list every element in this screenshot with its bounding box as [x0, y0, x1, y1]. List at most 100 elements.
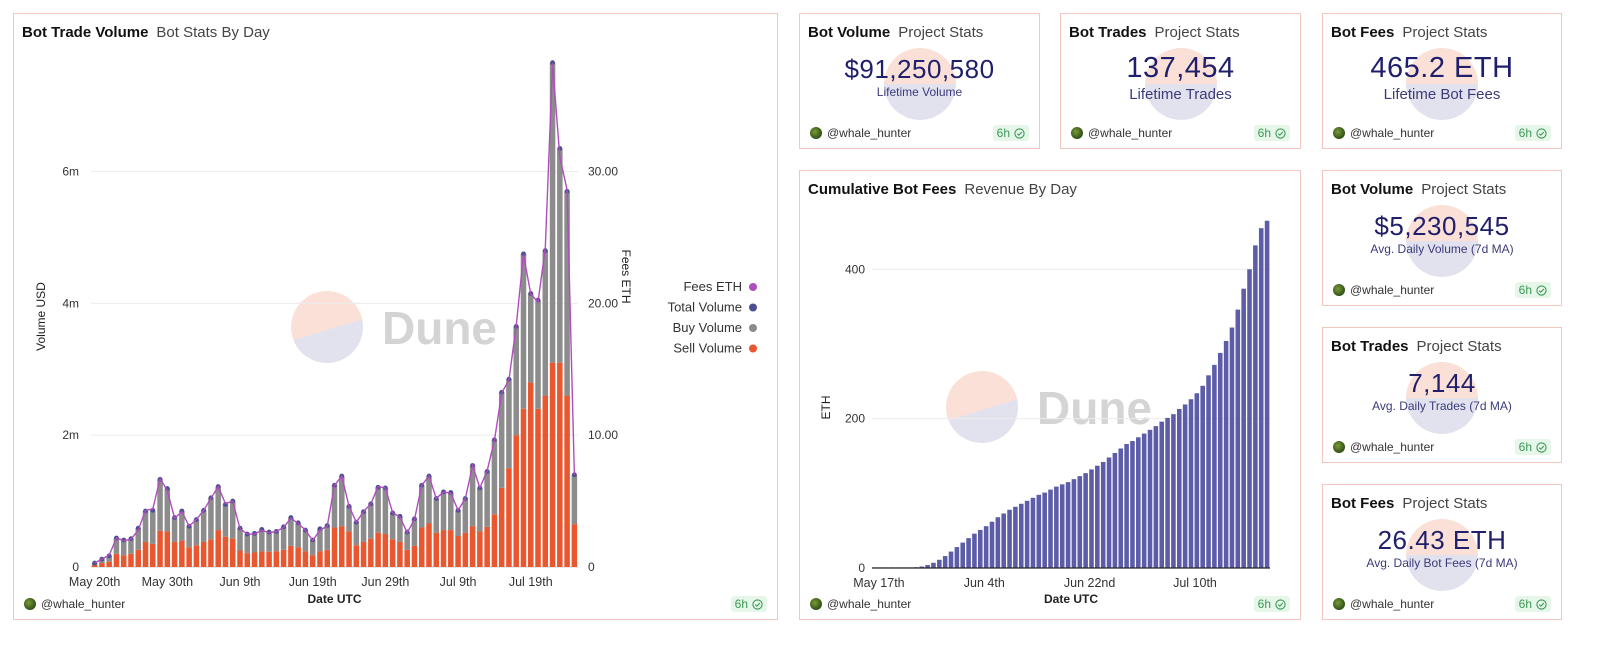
author[interactable]: @whale_hunter: [24, 597, 125, 611]
counter: $91,250,580 Lifetime Volume: [800, 44, 1039, 124]
sell-volume-bar: [273, 551, 280, 567]
cumulative-fee-bar: [1206, 375, 1211, 568]
x-tick-label: Jun 4th: [964, 576, 1005, 590]
panel-title: Cumulative Bot Fees: [808, 181, 957, 198]
freshness-badge: 6h: [1514, 125, 1551, 141]
x-tick-label: Jul 10th: [1173, 576, 1217, 590]
author[interactable]: @whale_hunter: [810, 597, 911, 611]
author[interactable]: @whale_hunter: [1333, 597, 1434, 611]
cumulative-fee-bar: [1165, 417, 1170, 568]
avatar: [1333, 441, 1345, 453]
y2-axis-label: Fees ETH: [619, 249, 633, 303]
panel-subtitle: Bot Stats By Day: [156, 24, 270, 41]
sell-volume-bar: [498, 487, 505, 567]
avatar: [810, 598, 822, 610]
cumulative-fee-bar: [1124, 444, 1129, 568]
sell-volume-bar: [200, 541, 207, 567]
sell-volume-bar: [389, 539, 396, 567]
cumulative-fee-bar: [1253, 245, 1258, 568]
cumulative-fee-bar: [1013, 506, 1018, 568]
panel-title: Bot Fees: [1331, 24, 1395, 41]
sell-volume-bar: [288, 545, 294, 567]
buy-volume-bar: [484, 471, 490, 527]
author[interactable]: @whale_hunter: [1333, 126, 1434, 140]
buy-volume-bar: [273, 531, 280, 552]
cumulative-fee-bar: [1007, 509, 1012, 568]
sell-volume-bar: [128, 553, 134, 567]
sell-volume-bar: [469, 526, 476, 567]
cumulative-bot-fees-panel: Cumulative Bot Fees Revenue By Day Dune 0…: [799, 170, 1301, 620]
panel-header: Bot Trades Project Stats: [1069, 24, 1240, 41]
freshness-label: 6h: [734, 597, 748, 611]
sell-volume-bar: [564, 395, 570, 567]
buy-volume-bar: [549, 62, 556, 363]
author[interactable]: @whale_hunter: [810, 126, 911, 140]
y2-tick-label: 10.00: [588, 428, 618, 442]
buy-volume-bar: [237, 528, 243, 551]
counter-value: 137,454: [1126, 52, 1235, 84]
cumulative-fee-bar: [1100, 461, 1106, 568]
sell-volume-bar: [120, 555, 127, 567]
buy-volume-bar: [193, 519, 200, 546]
sell-volume-bar: [527, 382, 534, 567]
counter-value: 7,144: [1408, 368, 1476, 398]
buy-volume-bar: [266, 532, 272, 552]
panel-header: Bot Fees Project Stats: [1331, 24, 1487, 41]
counter: 465.2 ETH Lifetime Bot Fees: [1323, 44, 1561, 124]
buy-volume-bar: [462, 498, 469, 533]
panel-title: Bot Trades: [1331, 338, 1409, 355]
author[interactable]: @whale_hunter: [1333, 440, 1434, 454]
x-tick-label: Jun 29th: [361, 575, 409, 589]
cumulative-fee-bar: [1136, 437, 1141, 568]
buy-volume-bar: [513, 326, 519, 436]
cumulative-fee-bar: [983, 526, 989, 568]
panel-title: Bot Volume: [1331, 181, 1414, 198]
sell-volume-bar: [142, 541, 149, 567]
sell-volume-bar: [106, 561, 112, 567]
buy-volume-bar: [200, 510, 207, 542]
buy-volume-bar: [404, 532, 410, 550]
cumulative-fee-bar: [1024, 500, 1030, 568]
author-name: @whale_hunter: [1350, 597, 1435, 611]
panel-subtitle: Project Stats: [1421, 181, 1507, 198]
legend-swatch: [749, 344, 757, 353]
buy-volume-bar: [368, 503, 374, 539]
buy-volume-bar: [527, 293, 534, 383]
freshness-badge: 6h: [1253, 125, 1290, 141]
author[interactable]: @whale_hunter: [1333, 283, 1434, 297]
counter-lifetime-fees: Bot Fees Project Stats 465.2 ETH Lifetime…: [1322, 13, 1562, 149]
buy-volume-bar: [491, 439, 498, 515]
sell-volume-bar: [157, 530, 163, 567]
buy-volume-bar: [360, 511, 367, 542]
buy-volume-bar: [440, 491, 447, 531]
panel-title: Bot Trade Volume: [22, 24, 149, 41]
freshness-badge: 6h: [730, 596, 767, 612]
author-name: @whale_hunter: [1350, 283, 1435, 297]
y-axis-label: ETH: [819, 396, 833, 420]
buy-volume-bar: [106, 555, 112, 562]
counter-value: 26.43 ETH: [1377, 525, 1507, 555]
sell-volume-bar: [411, 545, 418, 567]
check-circle-icon: [1275, 598, 1286, 610]
check-circle-icon: [1275, 127, 1286, 139]
counter-lifetime-volume: Bot Volume Project Stats $91,250,580 Life…: [799, 13, 1040, 149]
cumulative-fee-bar: [1153, 426, 1159, 568]
sell-volume-bar: [491, 514, 498, 567]
sell-volume-bar: [186, 547, 192, 567]
buy-volume-bar: [382, 487, 389, 535]
counter-logo: [1406, 205, 1478, 277]
author[interactable]: @whale_hunter: [1071, 126, 1172, 140]
sell-volume-bar: [455, 536, 461, 567]
avatar: [1071, 127, 1083, 139]
counter: 7,144 Avg. Daily Trades (7d MA): [1323, 358, 1561, 438]
freshness-label: 6h: [996, 126, 1010, 140]
cumulative-fee-bar: [1001, 513, 1006, 568]
legend-label: Fees ETH: [683, 279, 742, 294]
cumulative-fee-bar: [1147, 429, 1153, 568]
sell-volume-bar: [91, 565, 98, 567]
buy-volume-bar: [317, 528, 323, 552]
buy-volume-bar: [302, 530, 309, 552]
sell-volume-bar: [404, 549, 410, 567]
sell-volume-bar: [259, 551, 265, 567]
buy-volume-bar: [171, 517, 178, 542]
